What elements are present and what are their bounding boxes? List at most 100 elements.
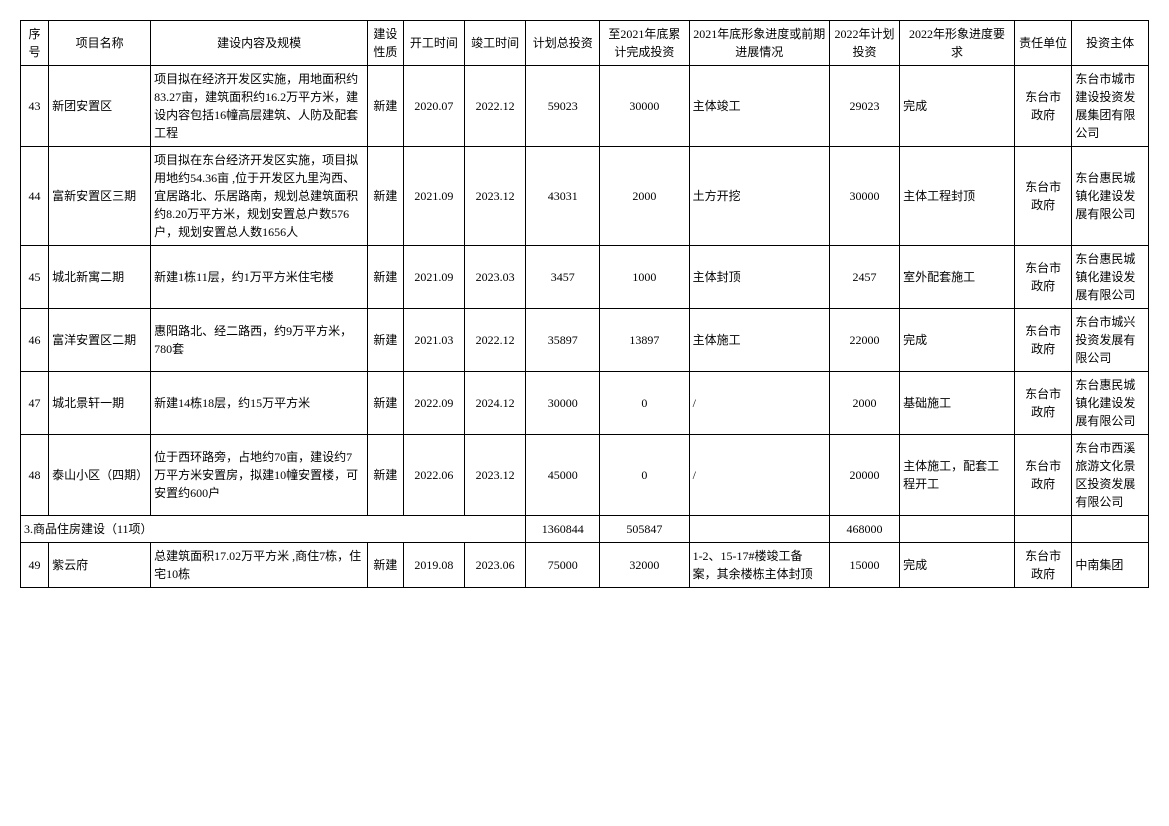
cell-nature: 新建 <box>368 246 404 309</box>
cell-done: 32000 <box>600 543 689 588</box>
cell-nature: 新建 <box>368 435 404 516</box>
cell-end: 2023.12 <box>465 435 526 516</box>
cell-end: 2023.03 <box>465 246 526 309</box>
section-cell <box>1072 516 1149 543</box>
cell-total: 3457 <box>526 246 600 309</box>
cell-req: 基础施工 <box>900 372 1015 435</box>
cell-total: 75000 <box>526 543 600 588</box>
cell-seq: 44 <box>21 147 49 246</box>
cell-resp: 东台市 政府 <box>1014 246 1071 309</box>
cell-end: 2023.06 <box>465 543 526 588</box>
cell-done: 1000 <box>600 246 689 309</box>
cell-done: 0 <box>600 435 689 516</box>
cell-resp: 东台市 政府 <box>1014 66 1071 147</box>
cell-plan: 30000 <box>829 147 899 246</box>
table-row: 49紫云府总建筑面积17.02万平方米 ,商住7栋，住宅10栋新建2019.08… <box>21 543 1149 588</box>
cell-invest: 东台惠民城镇化建设发展有限公司 <box>1072 147 1149 246</box>
cell-resp: 东台市 政府 <box>1014 435 1071 516</box>
section-cell <box>900 516 1015 543</box>
project-table: 序号 项目名称 建设内容及规模 建设性质 开工时间 竣工时间 计划总投资 至20… <box>20 20 1149 588</box>
cell-nature: 新建 <box>368 543 404 588</box>
cell-done: 13897 <box>600 309 689 372</box>
cell-plan: 29023 <box>829 66 899 147</box>
cell-invest: 东台惠民城镇化建设发展有限公司 <box>1072 372 1149 435</box>
cell-done: 30000 <box>600 66 689 147</box>
cell-progress: 土方开挖 <box>689 147 829 246</box>
cell-end: 2022.12 <box>465 66 526 147</box>
cell-name: 城北新寓二期 <box>49 246 151 309</box>
cell-name: 富洋安置区二期 <box>49 309 151 372</box>
cell-content: 新建1栋11层，约1万平方米住宅楼 <box>151 246 368 309</box>
header-resp: 责任单位 <box>1014 21 1071 66</box>
header-invest: 投资主体 <box>1072 21 1149 66</box>
cell-start: 2021.03 <box>403 309 464 372</box>
header-seq: 序号 <box>21 21 49 66</box>
cell-content: 惠阳路北、经二路西，约9万平方米，780套 <box>151 309 368 372</box>
cell-start: 2021.09 <box>403 147 464 246</box>
cell-end: 2023.12 <box>465 147 526 246</box>
cell-req: 主体工程封顶 <box>900 147 1015 246</box>
table-row: 44富新安置区三期项目拟在东台经济开发区实施，项目拟用地约54.36亩 ,位于开… <box>21 147 1149 246</box>
cell-start: 2022.09 <box>403 372 464 435</box>
cell-invest: 中南集团 <box>1072 543 1149 588</box>
cell-content: 新建14栋18层，约15万平方米 <box>151 372 368 435</box>
section-cell: 1360844 <box>526 516 600 543</box>
cell-name: 新团安置区 <box>49 66 151 147</box>
cell-plan: 20000 <box>829 435 899 516</box>
cell-invest: 东台市西溪旅游文化景区投资发展有限公司 <box>1072 435 1149 516</box>
cell-req: 室外配套施工 <box>900 246 1015 309</box>
cell-resp: 东台市 政府 <box>1014 147 1071 246</box>
cell-content: 总建筑面积17.02万平方米 ,商住7栋，住宅10栋 <box>151 543 368 588</box>
table-row: 46富洋安置区二期惠阳路北、经二路西，约9万平方米，780套新建2021.032… <box>21 309 1149 372</box>
cell-progress: / <box>689 372 829 435</box>
section-cell: 468000 <box>829 516 899 543</box>
cell-total: 30000 <box>526 372 600 435</box>
cell-start: 2020.07 <box>403 66 464 147</box>
table-row: 45城北新寓二期新建1栋11层，约1万平方米住宅楼新建2021.092023.0… <box>21 246 1149 309</box>
header-nature: 建设性质 <box>368 21 404 66</box>
cell-seq: 43 <box>21 66 49 147</box>
cell-content: 项目拟在经济开发区实施，用地面积约83.27亩，建筑面积约16.2万平方米，建设… <box>151 66 368 147</box>
cell-start: 2022.06 <box>403 435 464 516</box>
cell-done: 0 <box>600 372 689 435</box>
cell-seq: 46 <box>21 309 49 372</box>
cell-name: 紫云府 <box>49 543 151 588</box>
section-row: 3.商品住房建设（11项）1360844505847468000 <box>21 516 1149 543</box>
cell-name: 富新安置区三期 <box>49 147 151 246</box>
cell-progress: / <box>689 435 829 516</box>
cell-end: 2024.12 <box>465 372 526 435</box>
cell-start: 2021.09 <box>403 246 464 309</box>
cell-progress: 主体封顶 <box>689 246 829 309</box>
cell-resp: 东台市 政府 <box>1014 372 1071 435</box>
cell-name: 城北景轩一期 <box>49 372 151 435</box>
header-start: 开工时间 <box>403 21 464 66</box>
cell-req: 完成 <box>900 309 1015 372</box>
cell-nature: 新建 <box>368 372 404 435</box>
section-cell <box>1014 516 1071 543</box>
table-row: 43新团安置区项目拟在经济开发区实施，用地面积约83.27亩，建筑面积约16.2… <box>21 66 1149 147</box>
cell-progress: 1-2、15-17#楼竣工备案，其余楼栋主体封顶 <box>689 543 829 588</box>
cell-total: 59023 <box>526 66 600 147</box>
cell-name: 泰山小区（四期） <box>49 435 151 516</box>
cell-invest: 东台惠民城镇化建设发展有限公司 <box>1072 246 1149 309</box>
table-row: 47城北景轩一期新建14栋18层，约15万平方米新建2022.092024.12… <box>21 372 1149 435</box>
table-row: 48泰山小区（四期）位于西环路旁，占地约70亩，建设约7万平方米安置房，拟建10… <box>21 435 1149 516</box>
section-cell: 505847 <box>600 516 689 543</box>
cell-seq: 47 <box>21 372 49 435</box>
cell-plan: 15000 <box>829 543 899 588</box>
cell-plan: 2000 <box>829 372 899 435</box>
cell-resp: 东台市 政府 <box>1014 309 1071 372</box>
cell-progress: 主体施工 <box>689 309 829 372</box>
cell-req: 主体施工，配套工程开工 <box>900 435 1015 516</box>
cell-seq: 48 <box>21 435 49 516</box>
cell-resp: 东台市 政府 <box>1014 543 1071 588</box>
cell-seq: 45 <box>21 246 49 309</box>
cell-total: 45000 <box>526 435 600 516</box>
header-done: 至2021年底累计完成投资 <box>600 21 689 66</box>
header-plan: 2022年计划投资 <box>829 21 899 66</box>
cell-req: 完成 <box>900 66 1015 147</box>
cell-total: 43031 <box>526 147 600 246</box>
header-content: 建设内容及规模 <box>151 21 368 66</box>
cell-nature: 新建 <box>368 309 404 372</box>
header-total: 计划总投资 <box>526 21 600 66</box>
